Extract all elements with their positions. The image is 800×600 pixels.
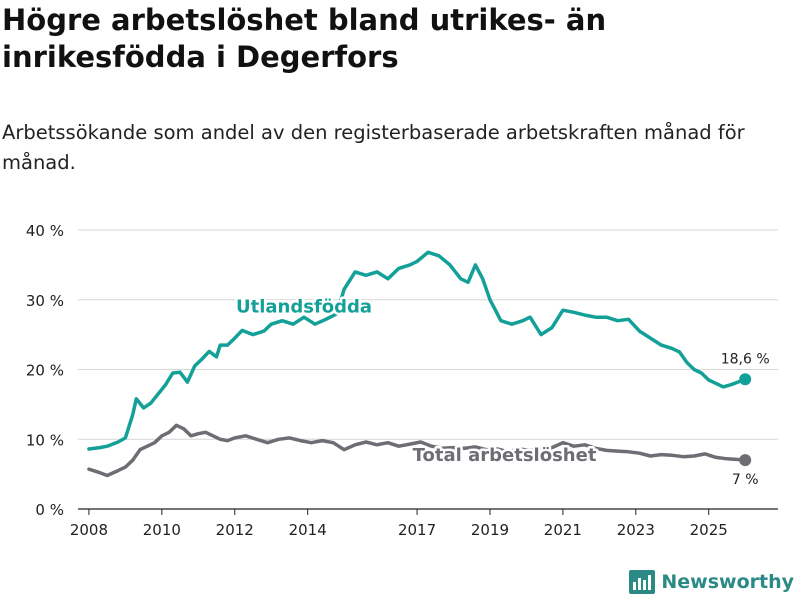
y-tick-label: 40 % xyxy=(26,222,64,240)
annotation-label: Total arbetslöshet xyxy=(413,445,597,466)
x-tick-label: 2012 xyxy=(216,521,254,539)
series-line-utlandsf-dda xyxy=(87,250,747,451)
x-tick-label: 2023 xyxy=(617,521,655,539)
y-tick-label: 20 % xyxy=(26,362,64,380)
chart-subtitle: Arbetssökande som andel av den registerb… xyxy=(2,121,745,174)
newsworthy-logo-icon xyxy=(629,570,656,594)
x-tick-label: 2014 xyxy=(289,521,327,539)
gridlines xyxy=(78,229,778,510)
series-labels: 18,6 % 7 % Utlandsfödda Total arbetslöshet xyxy=(234,294,770,488)
brand-name: Newsworthy xyxy=(661,571,794,593)
x-tick-label: 2008 xyxy=(70,521,108,539)
x-tick-label: 2017 xyxy=(398,521,436,539)
y-axis-ticks: 0 % 10 % 20 % 30 % 40 % xyxy=(26,222,64,519)
x-tick-label: 2025 xyxy=(690,521,728,539)
series-lines xyxy=(87,250,752,478)
y-tick-label: 30 % xyxy=(26,292,64,310)
end-point-utlandsf-dda xyxy=(739,373,752,386)
y-tick-label: 10 % xyxy=(26,431,64,449)
x-axis: 2008 2010 2012 2014 2017 2019 2021 2023 2025 xyxy=(70,509,728,539)
newsworthy-logo: Newsworthy xyxy=(629,570,794,594)
series-line-total-arbetsl-shet xyxy=(87,423,747,478)
x-tick-label: 2019 xyxy=(471,521,509,539)
x-tick-label: 2010 xyxy=(143,521,181,539)
x-tick-label: 2021 xyxy=(544,521,582,539)
end-value-label: 18,6 % xyxy=(721,351,770,367)
end-point-total-arbetsl-shet xyxy=(739,454,752,467)
end-value-label: 7 % xyxy=(732,472,759,488)
annotation-label: Utlandsfödda xyxy=(236,296,372,317)
chart-title: Högre arbetslöshet bland utrikes- än inr… xyxy=(2,3,607,74)
y-tick-label: 0 % xyxy=(35,501,64,519)
